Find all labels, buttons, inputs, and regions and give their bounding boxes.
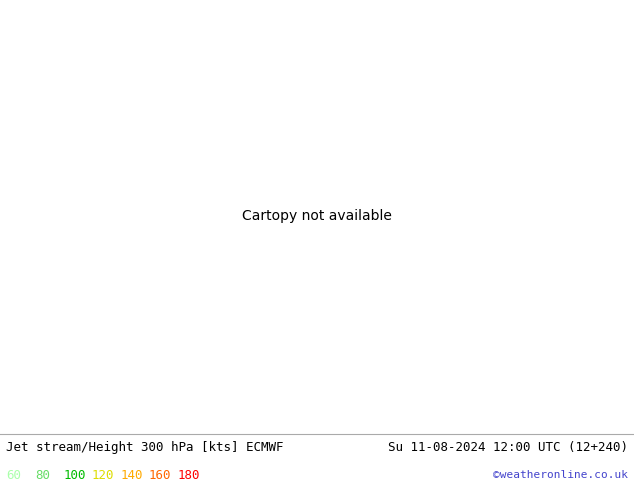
Text: 80: 80 <box>35 469 50 482</box>
Text: 180: 180 <box>178 469 200 482</box>
Text: 160: 160 <box>149 469 171 482</box>
Text: 60: 60 <box>6 469 22 482</box>
Text: Jet stream/Height 300 hPa [kts] ECMWF: Jet stream/Height 300 hPa [kts] ECMWF <box>6 441 284 454</box>
Text: 100: 100 <box>63 469 86 482</box>
Text: Su 11-08-2024 12:00 UTC (12+240): Su 11-08-2024 12:00 UTC (12+240) <box>387 441 628 454</box>
Text: 140: 140 <box>120 469 143 482</box>
Text: 120: 120 <box>92 469 114 482</box>
Text: Cartopy not available: Cartopy not available <box>242 209 392 222</box>
Text: ©weatheronline.co.uk: ©weatheronline.co.uk <box>493 470 628 480</box>
